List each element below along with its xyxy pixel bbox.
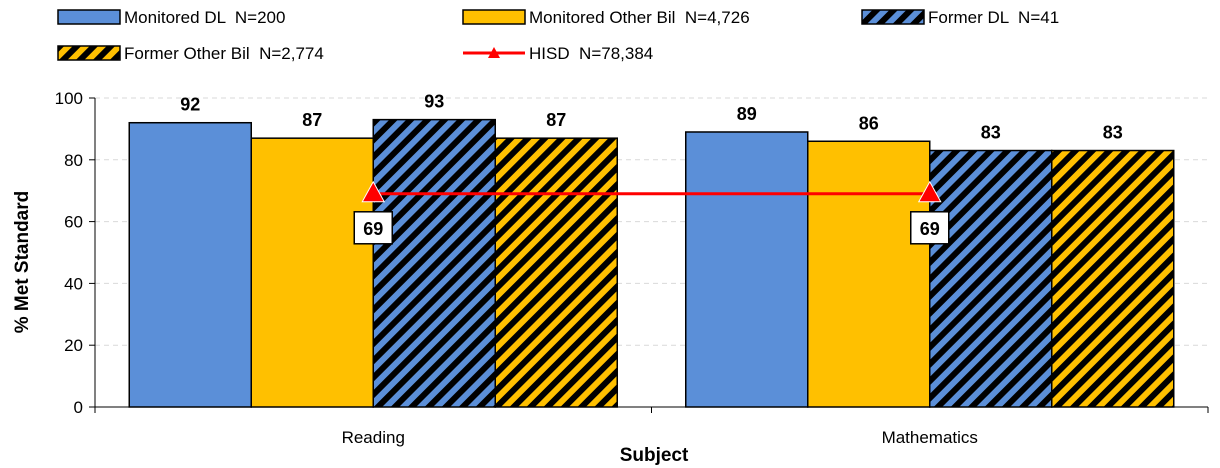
x-tick-label-reading: Reading (342, 428, 405, 447)
bar-reading-series-3 (494, 137, 618, 408)
bar-reading-series-2 (372, 118, 496, 408)
y-axis-title: % Met Standard (12, 191, 33, 334)
hisd-label-box-mathematics (910, 211, 950, 245)
legend: Monitored DL N=200 Monitored Other Bil N… (57, 8, 1059, 63)
y-tick-label-20: 20 (64, 336, 83, 355)
legend-label-monitored-other-bil: Monitored Other Bil N=4,726 (529, 8, 750, 27)
data-label-mathematics-series-3: 83 (1103, 123, 1123, 143)
y-tick-label-0: 0 (74, 398, 83, 417)
y-tick-label-60: 60 (64, 213, 83, 232)
legend-item-hisd: HISD N=78,384 (463, 44, 653, 63)
legend-swatch-former-dl (861, 9, 925, 25)
legend-marker-hisd (488, 47, 500, 58)
x-tick-label-mathematics: Mathematics (882, 428, 978, 447)
hisd-marker-reading (361, 180, 386, 203)
bar-reading-series-0 (128, 121, 252, 408)
y-tick-label-40: 40 (64, 274, 83, 293)
legend-label-monitored-dl: Monitored DL N=200 (124, 8, 285, 27)
legend-label-hisd: HISD N=78,384 (529, 44, 653, 63)
plot-area: 92 87 93 87 89 86 83 83 0 20 40 60 80 100 Reading Mathe… (55, 89, 1209, 447)
hisd-marker-mathematics (917, 180, 942, 203)
hisd-label-mathematics: 69 (920, 219, 940, 239)
bar-reading-series-1 (250, 137, 374, 408)
data-label-reading-series-2: 93 (424, 92, 444, 112)
bar-mathematics-series-0 (685, 131, 809, 408)
legend-label-former-dl: Former DL N=41 (928, 8, 1059, 27)
y-tick-label-100: 100 (55, 89, 83, 108)
legend-label-former-other-bil: Former Other Bil N=2,774 (124, 44, 324, 63)
legend-swatch-monitored-dl (57, 9, 121, 25)
legend-item-former-other-bil: Former Other Bil N=2,774 (57, 44, 324, 63)
x-axis-title: Subject (620, 445, 689, 466)
bar-mathematics-series-3 (1051, 149, 1175, 408)
data-label-mathematics-series-2: 83 (981, 123, 1001, 143)
data-label-mathematics-series-1: 86 (859, 113, 879, 133)
bar-mathematics-series-2 (929, 149, 1053, 408)
legend-item-former-dl: Former DL N=41 (861, 8, 1059, 27)
hisd-label-reading: 69 (363, 219, 383, 239)
hisd-label-box-reading (353, 211, 393, 245)
y-tick-label-80: 80 (64, 151, 83, 170)
legend-item-monitored-other-bil: Monitored Other Bil N=4,726 (462, 8, 750, 27)
data-label-mathematics-series-0: 89 (737, 104, 757, 124)
bar-mathematics-series-1 (807, 140, 931, 408)
legend-swatch-monitored-other-bil (462, 9, 526, 25)
legend-swatch-former-other-bil (57, 45, 121, 61)
data-label-reading-series-1: 87 (302, 110, 322, 130)
data-label-reading-series-3: 87 (546, 110, 566, 130)
legend-item-monitored-dl: Monitored DL N=200 (57, 8, 285, 27)
data-label-reading-series-0: 92 (180, 95, 200, 115)
